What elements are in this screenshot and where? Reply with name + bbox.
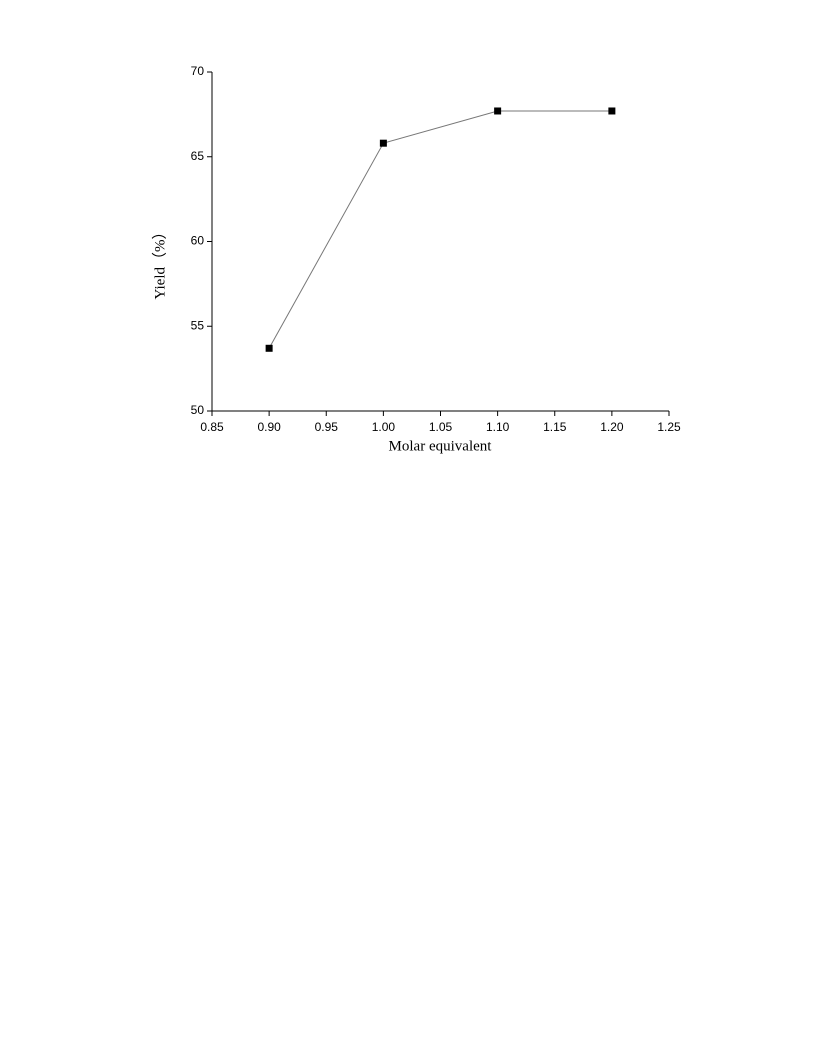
x-tick-label: 0.90	[257, 420, 281, 434]
data-point	[494, 107, 502, 115]
x-tick-label: 1.15	[543, 420, 567, 434]
data-line	[268, 110, 612, 349]
y-tick-label: 65	[191, 149, 205, 163]
y-tick-label: 55	[191, 318, 205, 332]
data-point	[608, 107, 616, 115]
y-tick-label: 50	[191, 403, 205, 417]
x-tick-label: 1.20	[600, 420, 624, 434]
y-axis-label: Yield（%）	[151, 225, 168, 300]
x-tick-label: 1.00	[372, 420, 396, 434]
y-tick-label: 70	[191, 64, 205, 78]
y-tick-label: 60	[191, 234, 205, 248]
data-point	[265, 344, 273, 352]
x-tick-label: 0.85	[200, 420, 224, 434]
x-tick-label: 0.95	[315, 420, 339, 434]
x-tick-label: 1.05	[429, 420, 453, 434]
x-tick-label: 1.25	[657, 420, 681, 434]
data-point	[379, 139, 387, 147]
x-axis-label: Molar equivalent	[389, 438, 493, 454]
x-tick-label: 1.10	[486, 420, 510, 434]
